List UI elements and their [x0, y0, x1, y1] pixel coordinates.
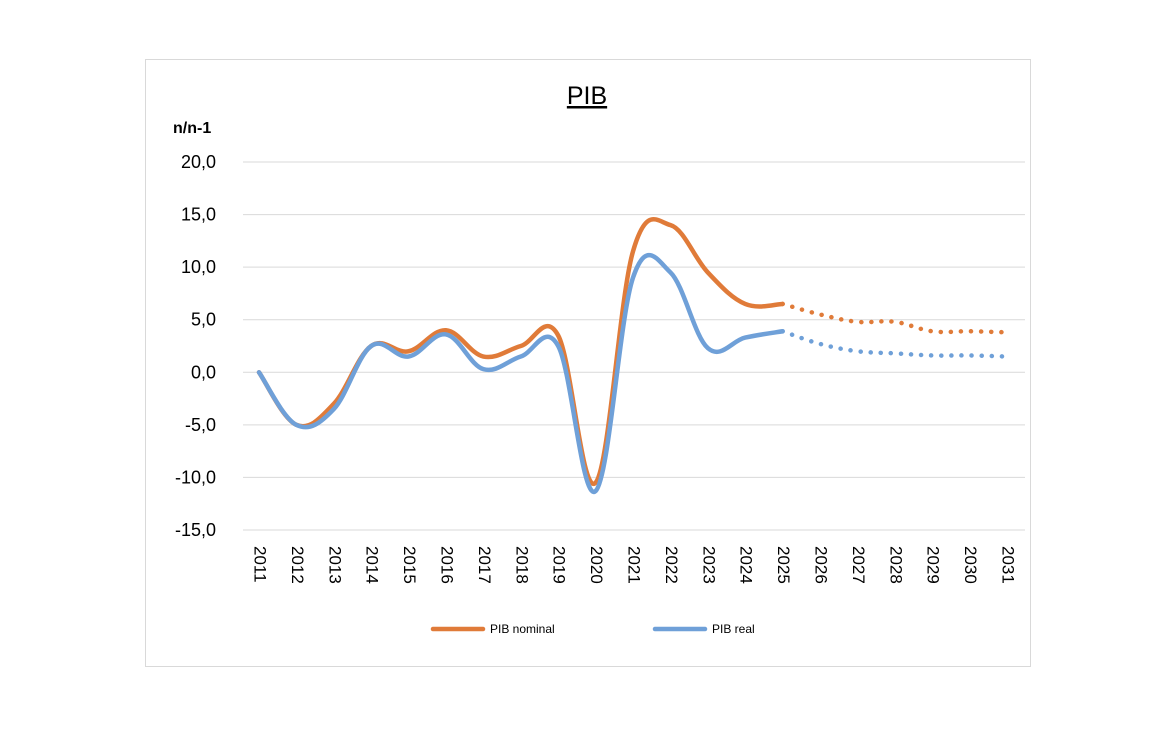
x-tick-label: 2031	[999, 546, 1018, 584]
y-axis-unit-label: n/n-1	[173, 120, 211, 137]
series-lines	[256, 217, 1010, 494]
y-tick-label: -15,0	[175, 520, 216, 540]
y-tick-label: 20,0	[181, 152, 216, 172]
x-tick-labels: 2011 2012 2013 2014 2015 2016 2017 2018 2019 2020…	[251, 546, 1018, 584]
chart-svg: PIB n/n-1 20,0 15,0 10,0 5,0 0,0 -5,0 -10,0 -15…	[173, 82, 1025, 636]
y-tick-label: 5,0	[191, 310, 216, 330]
series-forecast-line-0	[780, 301, 1010, 335]
x-tick-label: 2027	[849, 546, 868, 584]
x-tick-label: 2029	[924, 546, 943, 584]
x-tick-label: 2015	[400, 546, 419, 584]
x-tick-label: 2021	[625, 546, 644, 584]
x-tick-label: 2022	[662, 546, 681, 584]
y-tick-label: -5,0	[185, 415, 216, 435]
x-tick-label: 2023	[699, 546, 718, 584]
y-tick-labels: 20,0 15,0 10,0 5,0 0,0 -5,0 -10,0 -15,0	[175, 152, 216, 540]
y-tick-label: 15,0	[181, 205, 216, 225]
x-tick-label: 2011	[251, 546, 270, 583]
series-line-1	[256, 252, 785, 494]
x-tick-label: 2019	[550, 546, 569, 584]
x-tick-label: 2012	[288, 546, 307, 584]
series-forecast-line-1	[780, 329, 1010, 359]
x-tick-label: 2016	[438, 546, 457, 584]
legend: PIB nominal PIB real	[430, 622, 755, 636]
x-tick-label: 2020	[587, 546, 606, 584]
legend-label-1: PIB real	[712, 622, 755, 636]
x-tick-label: 2018	[512, 546, 531, 584]
gridlines	[243, 161, 1025, 531]
x-tick-label: 2030	[961, 546, 980, 584]
chart-title: PIB	[567, 82, 607, 110]
y-tick-label: 0,0	[191, 362, 216, 382]
chart-frame: PIB n/n-1 20,0 15,0 10,0 5,0 0,0 -5,0 -10,0 -15…	[145, 59, 1031, 667]
x-tick-label: 2013	[325, 546, 344, 584]
x-tick-label: 2025	[774, 546, 793, 584]
y-tick-label: 10,0	[181, 257, 216, 277]
y-tick-label: -10,0	[175, 467, 216, 487]
x-tick-label: 2024	[737, 546, 756, 584]
x-tick-label: 2028	[886, 546, 905, 584]
x-tick-label: 2017	[475, 546, 494, 584]
legend-label-0: PIB nominal	[490, 622, 555, 636]
x-tick-label: 2026	[812, 546, 831, 584]
series-line-0	[256, 217, 785, 486]
x-tick-label: 2014	[363, 546, 382, 584]
